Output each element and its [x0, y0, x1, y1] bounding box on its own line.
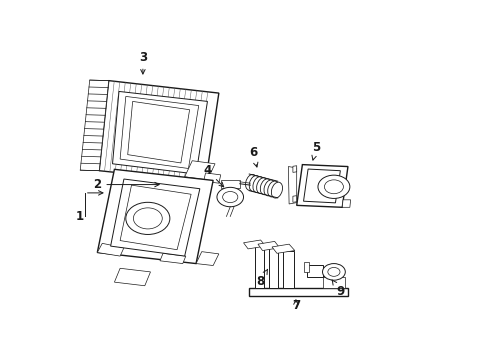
Polygon shape	[342, 200, 351, 207]
Text: 8: 8	[256, 269, 268, 288]
Polygon shape	[258, 242, 280, 251]
Polygon shape	[80, 80, 109, 171]
Text: 7: 7	[292, 299, 300, 312]
Polygon shape	[270, 248, 278, 288]
Ellipse shape	[271, 182, 283, 198]
Polygon shape	[272, 244, 295, 253]
Polygon shape	[99, 81, 219, 182]
Text: 5: 5	[312, 141, 320, 160]
Circle shape	[133, 208, 162, 229]
Ellipse shape	[268, 181, 279, 197]
Polygon shape	[293, 166, 297, 172]
Polygon shape	[307, 265, 322, 278]
Text: 1: 1	[75, 210, 83, 223]
Circle shape	[328, 267, 340, 276]
Polygon shape	[128, 102, 190, 163]
Polygon shape	[204, 173, 221, 183]
Polygon shape	[322, 276, 345, 288]
Polygon shape	[244, 240, 266, 249]
Polygon shape	[283, 251, 294, 288]
Text: 6: 6	[249, 146, 258, 167]
Polygon shape	[303, 262, 309, 272]
Text: 4: 4	[203, 164, 224, 187]
Polygon shape	[303, 169, 341, 203]
Polygon shape	[98, 169, 213, 264]
Circle shape	[222, 192, 238, 203]
Polygon shape	[293, 195, 297, 202]
Polygon shape	[160, 253, 186, 264]
Ellipse shape	[260, 179, 271, 195]
Polygon shape	[255, 246, 265, 288]
Circle shape	[217, 187, 244, 207]
Circle shape	[324, 180, 343, 194]
Polygon shape	[115, 268, 150, 286]
Polygon shape	[113, 91, 207, 174]
Polygon shape	[185, 161, 215, 180]
Text: 2: 2	[93, 178, 159, 191]
Text: 3: 3	[139, 50, 147, 74]
Polygon shape	[196, 252, 219, 266]
Circle shape	[322, 264, 345, 280]
Circle shape	[318, 175, 350, 198]
Circle shape	[126, 202, 170, 234]
Ellipse shape	[264, 180, 275, 196]
Polygon shape	[297, 165, 348, 207]
Polygon shape	[98, 243, 124, 256]
Polygon shape	[111, 179, 200, 256]
Text: 9: 9	[332, 280, 344, 298]
Ellipse shape	[257, 178, 268, 194]
Polygon shape	[120, 96, 199, 168]
Ellipse shape	[245, 174, 257, 190]
Ellipse shape	[253, 177, 264, 193]
Polygon shape	[220, 180, 240, 188]
Polygon shape	[288, 167, 297, 204]
Polygon shape	[120, 185, 191, 250]
Ellipse shape	[249, 176, 260, 192]
Polygon shape	[249, 288, 348, 296]
